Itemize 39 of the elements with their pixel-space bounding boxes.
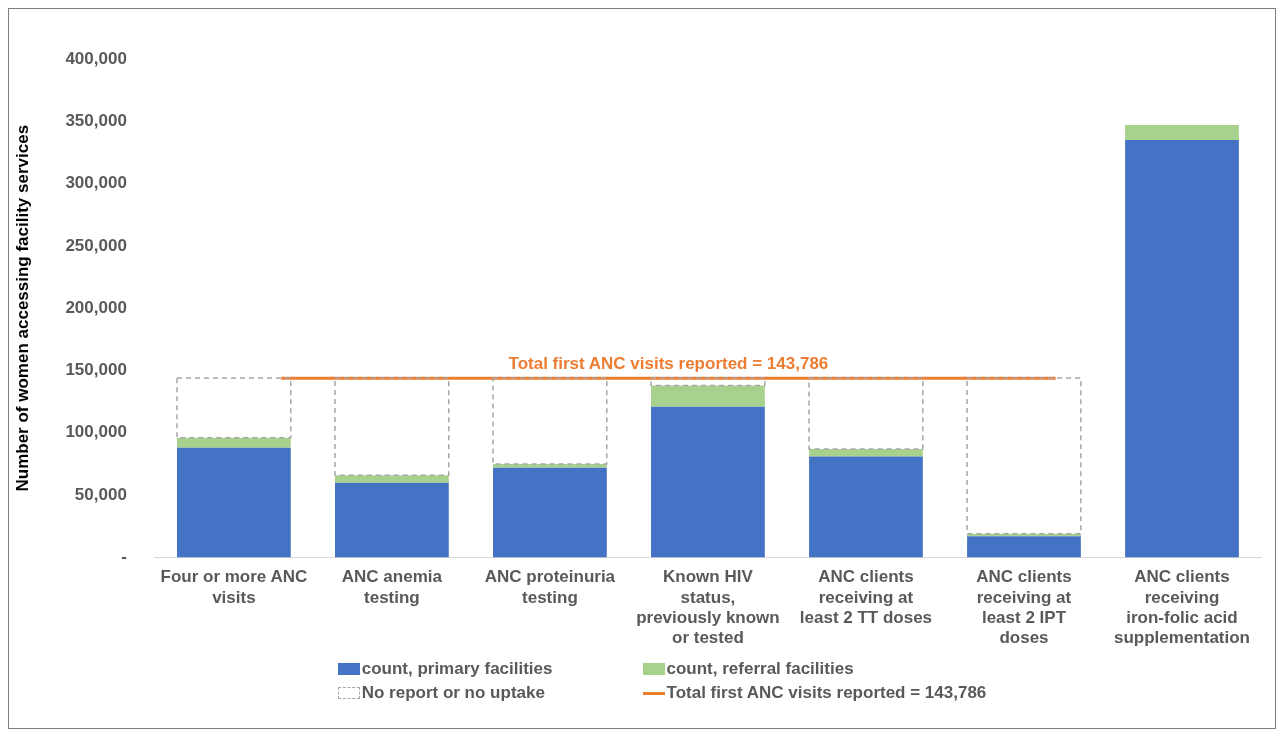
y-tick-label: 350,000 (65, 110, 127, 130)
x-tick-label: Known HIV status, previously known or tested (636, 567, 780, 648)
bar (176, 377, 292, 439)
y-tick-label: 250,000 (65, 235, 127, 255)
bar (651, 406, 765, 558)
bar (967, 536, 1081, 558)
bar (808, 377, 924, 450)
y-tick-label: 400,000 (65, 48, 127, 68)
y-tick-label: 50,000 (74, 484, 127, 504)
bar (176, 437, 291, 448)
y-tick-label: 100,000 (65, 422, 127, 442)
y-axis-title: Number of women accessing facility services (12, 124, 32, 492)
ref-line-label: Total first ANC visits reported = 143,786 (508, 354, 829, 374)
bar (966, 377, 1082, 535)
bar (335, 475, 449, 483)
y-tick-label: 200,000 (65, 297, 127, 317)
bar (492, 377, 608, 465)
y-tick-label: - (121, 547, 127, 567)
bar (1125, 139, 1239, 558)
x-tick-label: ANC clients receiving iron-folic acid supplementation (1113, 567, 1250, 648)
bar (493, 467, 607, 558)
bar (650, 377, 766, 387)
bar (651, 385, 765, 407)
bar (809, 456, 923, 558)
bar (1125, 125, 1239, 140)
bar (176, 447, 291, 558)
bar (334, 377, 450, 476)
x-tick-label: ANC clients receiving at least 2 TT doses (799, 567, 933, 628)
legend-label: No report or no uptake (361, 683, 545, 703)
y-tick-label: 300,000 (65, 173, 127, 193)
x-tick-label: Four or more ANC visits (160, 567, 308, 607)
legend-label: count, primary facilities (361, 659, 553, 679)
x-tick-label: ANC proteinuria testing (484, 567, 616, 607)
bar (335, 482, 449, 558)
text: Total first ANC visits reported = 143,786 (666, 683, 987, 702)
legend-label: count, referral facilities (666, 659, 854, 679)
x-tick-label: ANC anemia testing (341, 567, 443, 607)
x-tick-label: ANC clients receiving at least 2 IPT doses (976, 567, 1072, 648)
y-tick-label: 150,000 (65, 360, 127, 380)
